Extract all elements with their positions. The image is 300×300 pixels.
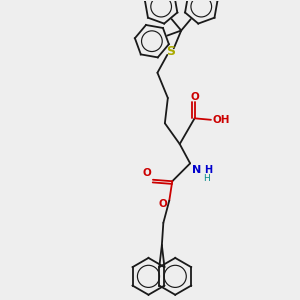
Text: N: N (192, 165, 201, 175)
Text: H: H (205, 165, 213, 175)
Text: O: O (159, 199, 168, 208)
Text: S: S (166, 45, 175, 58)
Text: OH: OH (213, 115, 230, 125)
Text: O: O (142, 168, 151, 178)
Text: H: H (203, 174, 210, 183)
Text: O: O (190, 92, 199, 102)
